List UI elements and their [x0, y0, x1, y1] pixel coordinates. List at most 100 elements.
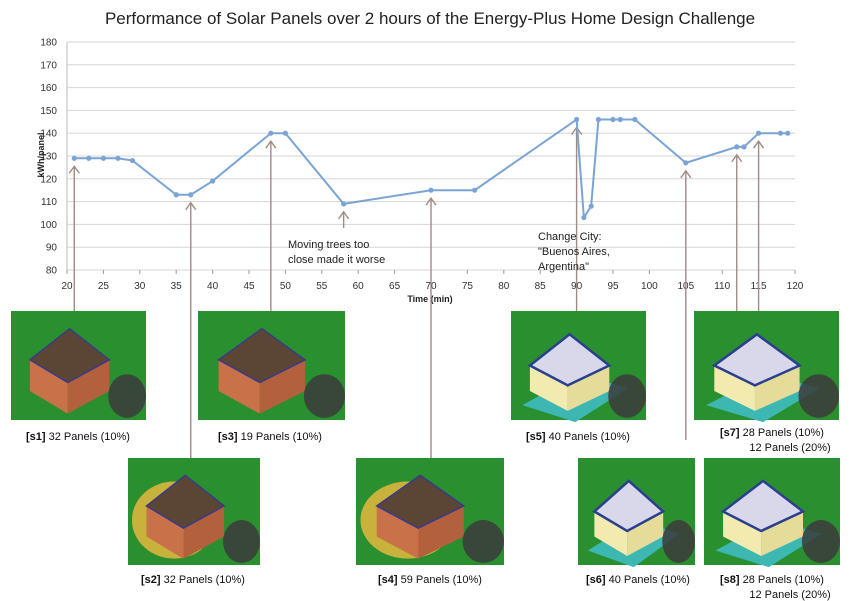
y-tick-label: 80: [46, 266, 58, 277]
data-point: [595, 116, 602, 123]
snapshot-tag: [s5]: [526, 431, 549, 443]
y-tick-label: 160: [40, 83, 57, 94]
x-tick-label: 100: [641, 281, 658, 292]
house-wall: [723, 511, 762, 557]
snapshot-image: [704, 458, 841, 568]
data-point: [282, 130, 288, 136]
snapshot-tag: [s3]: [218, 431, 241, 443]
house-roof: [592, 479, 666, 533]
snapshot-arrow-head: [265, 139, 277, 149]
y-tick-label: 150: [40, 106, 57, 117]
snapshot-caption: 12 Panels (20%): [749, 442, 830, 454]
data-point: [756, 130, 762, 136]
house-wall: [567, 365, 610, 411]
data-point: [115, 155, 121, 161]
data-point: [71, 155, 77, 161]
house-wall: [259, 359, 306, 414]
house-roof: [711, 332, 803, 387]
snapshot-panels: 28 Panels (10%): [743, 427, 824, 439]
x-tick-label: 120: [787, 281, 804, 292]
data-point: [173, 192, 179, 198]
y-tick-label: 110: [41, 197, 57, 208]
snapshot-arrow-head: [425, 196, 437, 206]
house-roof: [217, 327, 307, 384]
data-point: [86, 155, 92, 161]
snapshot-arrow-head: [68, 165, 80, 174]
snapshot-caption: [s4] 59 Panels (10%): [378, 574, 482, 586]
house-wall: [146, 505, 184, 559]
y-tick-label: 180: [40, 38, 57, 49]
annotation-arrow-head: [338, 210, 350, 220]
snapshot-caption: [s6] 40 Panels (10%): [586, 574, 690, 586]
x-tick-label: 95: [607, 281, 619, 292]
data-point: [100, 155, 106, 161]
x-tick-label: 25: [98, 281, 110, 292]
snapshot-arrow-head: [731, 153, 743, 163]
snapshot-image: [511, 311, 646, 423]
data-point: [574, 116, 580, 123]
house-wall: [761, 511, 804, 557]
snapshot-caption: 12 Panels (20%): [749, 589, 830, 601]
snapshot-image: [356, 458, 504, 565]
x-tick-label: 80: [498, 281, 510, 292]
x-tick-label: 75: [462, 281, 474, 292]
annotation-text: Change City:: [538, 231, 602, 243]
y-tick-label: 100: [40, 220, 57, 231]
snapshot-panels: 32 Panels (10%): [164, 574, 245, 586]
house-roof: [145, 474, 226, 530]
x-tick-label: 40: [207, 281, 219, 292]
house-wall: [529, 365, 568, 411]
data-point: [268, 130, 274, 136]
x-tick-label: 85: [535, 281, 547, 292]
tree-dark: [608, 374, 646, 418]
y-axis-label: kWh/panel: [36, 132, 46, 177]
data-point: [734, 144, 740, 150]
house-wall: [714, 365, 755, 411]
snapshot-caption: [s5] 40 Panels (10%): [526, 431, 630, 443]
snapshot-arrow-head: [753, 139, 765, 149]
snapshot-image: [198, 311, 346, 420]
house-roof: [720, 479, 806, 533]
y-tick-label: 120: [40, 174, 57, 185]
annotation-text: "Buenos Aires,: [538, 246, 610, 258]
snapshot-caption: [s7] 28 Panels (10%): [720, 427, 824, 439]
snapshot-arrow-head: [680, 169, 692, 179]
snapshot-tag: [s8]: [720, 574, 743, 586]
house-wall: [627, 511, 664, 557]
data-point: [588, 203, 594, 209]
data-point: [129, 157, 136, 164]
snapshot-tag: [s6]: [586, 574, 609, 586]
snapshot-image: [694, 311, 839, 423]
data-point: [610, 116, 616, 123]
data-point: [632, 116, 638, 123]
house-roof: [375, 474, 466, 530]
data-point: [741, 144, 747, 150]
house-wall: [67, 359, 110, 414]
x-tick-label: 35: [171, 281, 183, 292]
snapshot-panels: 40 Panels (10%): [609, 574, 690, 586]
data-point: [341, 201, 347, 207]
y-tick-label: 140: [40, 129, 57, 140]
chart-title: Performance of Solar Panels over 2 hours…: [105, 9, 755, 28]
snapshot-caption: [s2] 32 Panels (10%): [141, 574, 245, 586]
tree-dark: [303, 374, 346, 418]
snapshot-tag: [s4]: [378, 574, 401, 586]
house-wall: [418, 505, 464, 559]
house-roof: [28, 327, 111, 384]
house-wall: [29, 359, 68, 414]
data-point: [428, 187, 434, 193]
tree-dark: [801, 520, 841, 563]
data-point: [210, 178, 216, 184]
snapshot-tag: [s2]: [141, 574, 164, 586]
snapshot-panels: 59 Panels (10%): [401, 574, 482, 586]
data-point: [188, 192, 194, 198]
data-point: [472, 187, 478, 193]
house-wall: [376, 505, 419, 559]
data-point: [581, 214, 587, 221]
series-line: [74, 117, 788, 221]
snapshot-arrow-head: [185, 201, 197, 211]
x-tick-label: 30: [134, 281, 146, 292]
snapshot-panels: 19 Panels (10%): [241, 431, 322, 443]
snapshot-caption: [s8] 28 Panels (10%): [720, 574, 824, 586]
